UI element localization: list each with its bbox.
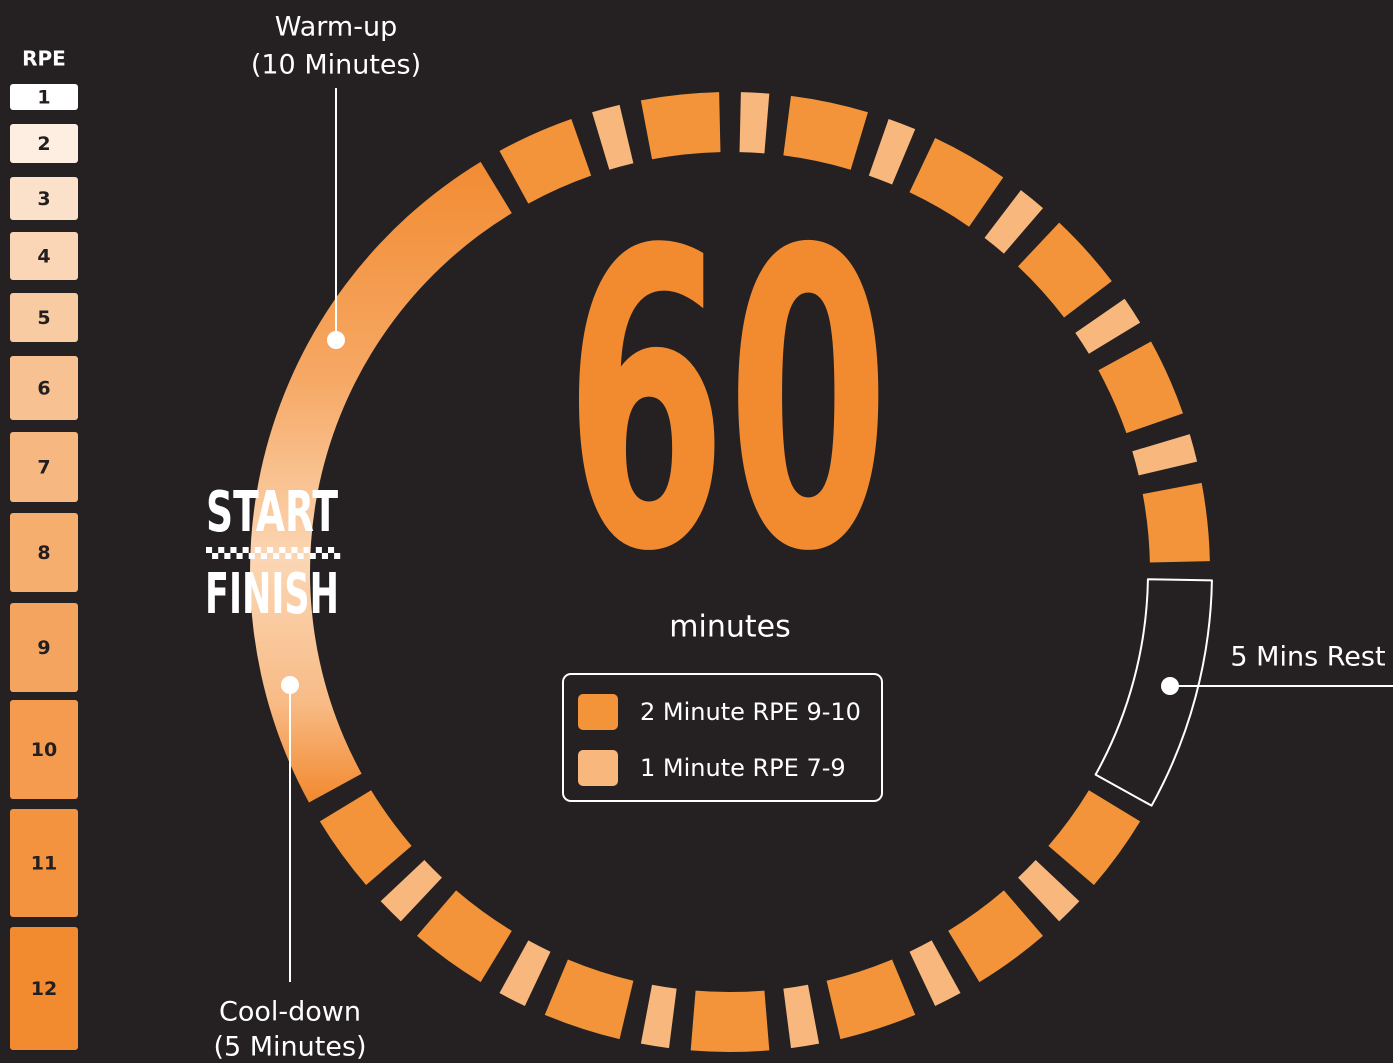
rpe-level: 3 — [37, 188, 50, 210]
rpe-box — [10, 809, 78, 917]
checker-square — [291, 547, 298, 553]
legend-box — [562, 673, 883, 802]
interval-2min — [1142, 482, 1210, 563]
checker-square — [321, 553, 328, 559]
rpe-level: 9 — [37, 637, 50, 659]
interval-2min — [1018, 222, 1112, 318]
checkered-strip — [206, 547, 341, 559]
cool-down-label: Cool-down — [219, 997, 361, 1028]
interval-1min — [380, 860, 442, 922]
rpe-title: RPE — [22, 47, 66, 71]
rpe-box — [10, 84, 78, 110]
interval-2min — [1098, 341, 1184, 434]
interval-1min — [739, 92, 770, 154]
rpe-box — [10, 603, 78, 692]
rpe-box — [10, 232, 78, 280]
interval-1min — [909, 940, 961, 1006]
warm-up-dot — [327, 331, 345, 349]
checker-square — [303, 547, 310, 553]
rpe-box — [10, 700, 78, 799]
legend-label: 2 Minute RPE 9-10 — [640, 698, 861, 726]
interval-2min — [416, 890, 512, 983]
finish-label: FINISH — [205, 562, 339, 627]
interval-1min — [592, 104, 634, 170]
checker-square — [267, 547, 274, 553]
interval-1min — [868, 118, 916, 185]
rpe-level: 4 — [37, 246, 50, 268]
rpe-box — [10, 432, 78, 502]
checker-square — [279, 547, 286, 553]
legend-label: 1 Minute RPE 7-9 — [640, 754, 846, 782]
checker-square — [334, 553, 341, 559]
legend-swatch — [578, 750, 618, 786]
rpe-level: 2 — [37, 133, 50, 155]
rpe-box — [10, 124, 78, 163]
rpe-box — [10, 513, 78, 592]
interval-2min — [319, 790, 412, 886]
cool-down-duration: (5 Minutes) — [213, 1032, 366, 1063]
checker-square — [206, 547, 213, 553]
interval-1min — [499, 940, 551, 1006]
interval-2min — [640, 92, 721, 160]
interval-2min — [783, 95, 868, 170]
checker-square — [212, 553, 219, 559]
rest-dot — [1161, 677, 1179, 695]
rest-segment — [1094, 578, 1213, 807]
ring — [249, 92, 1213, 1053]
interval-1min — [1075, 298, 1141, 354]
cool-down-dot — [281, 676, 299, 694]
checker-square — [248, 553, 255, 559]
checker-square — [309, 553, 316, 559]
interval-1min — [1132, 434, 1198, 476]
interval-2min — [948, 890, 1044, 983]
interval-1min — [984, 190, 1044, 254]
checker-square — [297, 553, 304, 559]
warm-up-duration: (10 Minutes) — [251, 50, 421, 81]
legend-swatch — [578, 694, 618, 730]
rpe-box — [10, 356, 78, 420]
checker-square — [242, 547, 249, 553]
checker-square — [218, 547, 225, 553]
rpe-level: 12 — [31, 978, 57, 1000]
rest-label: 5 Mins Rest — [1230, 642, 1385, 673]
interval-2min — [826, 959, 916, 1040]
interval-2min — [690, 990, 770, 1053]
rpe-level: 5 — [37, 307, 50, 329]
rpe-level: 10 — [31, 739, 57, 761]
start-label: START — [206, 480, 338, 545]
rpe-level: 1 — [37, 87, 50, 109]
interval-1min — [783, 984, 820, 1049]
checker-square — [230, 547, 237, 553]
interval-1min — [1018, 860, 1080, 922]
minutes-unit: minutes — [669, 610, 790, 645]
rpe-level: 11 — [31, 853, 57, 875]
checker-square — [224, 553, 231, 559]
rpe-level: 8 — [37, 542, 50, 564]
interval-1min — [640, 984, 677, 1049]
rpe-level: 7 — [37, 457, 50, 479]
checker-square — [260, 553, 267, 559]
warm-cool-arc — [249, 161, 512, 803]
interval-2min — [1048, 790, 1141, 886]
rpe-box — [10, 293, 78, 342]
interval-2min — [499, 118, 592, 204]
interval-2min — [909, 138, 1004, 227]
warm-up-label: Warm-up — [275, 12, 397, 43]
checker-square — [328, 547, 335, 553]
checker-square — [273, 553, 280, 559]
legend: 2 Minute RPE 9-10 1 Minute RPE 7-9 — [578, 694, 861, 786]
checker-square — [236, 553, 243, 559]
rpe-box — [10, 177, 78, 220]
checker-square — [315, 547, 322, 553]
checker-square — [285, 553, 292, 559]
rpe-box — [10, 927, 78, 1050]
interval-2min — [544, 959, 634, 1040]
checker-square — [254, 547, 261, 553]
rpe-level: 6 — [37, 378, 50, 400]
total-minutes: 60 — [565, 163, 890, 641]
